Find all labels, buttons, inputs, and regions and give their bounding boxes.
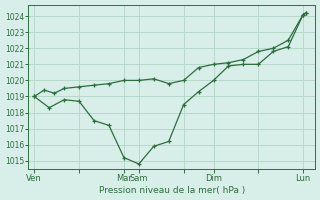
X-axis label: Pression niveau de la mer( hPa ): Pression niveau de la mer( hPa ) [99,186,245,195]
